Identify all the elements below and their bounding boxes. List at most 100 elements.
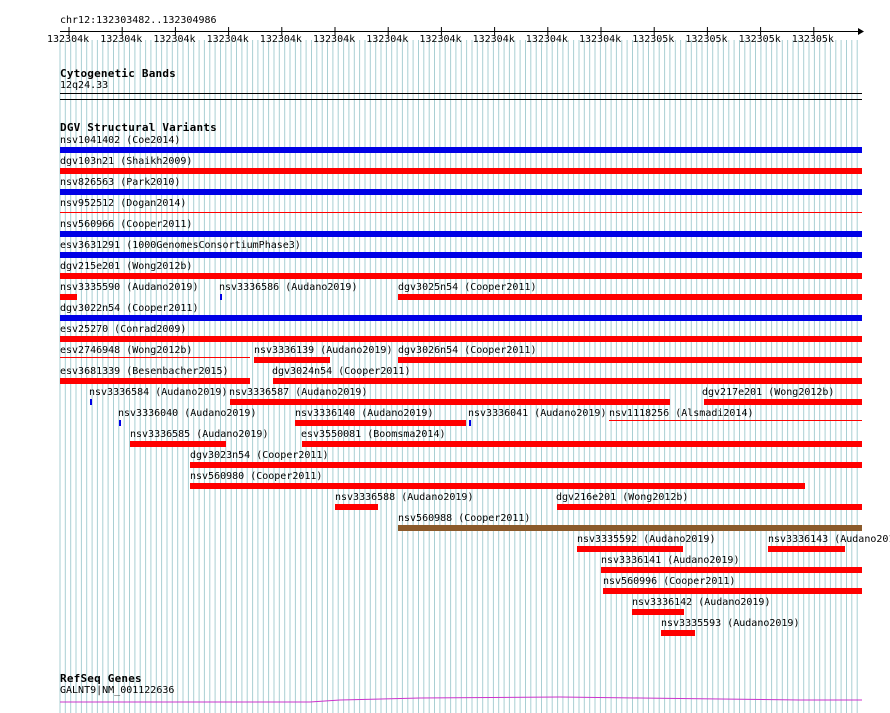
variant-label[interactable]: nsv3336141 (Audano2019): [601, 555, 740, 566]
variant-bar[interactable]: [60, 357, 250, 358]
variant-label[interactable]: nsv3336143 (Audano2019): [768, 534, 890, 545]
ruler-tick-label: 132305k: [791, 34, 834, 45]
variant-bar[interactable]: [302, 441, 862, 447]
variant-label[interactable]: nsv1041402 (Coe2014): [60, 135, 181, 146]
variant-bar[interactable]: [335, 504, 378, 510]
refseq-gene-label[interactable]: GALNT9|NM_001122636: [60, 685, 175, 696]
variant-bar[interactable]: [609, 420, 862, 421]
variant-label[interactable]: nsv3336588 (Audano2019): [335, 492, 474, 503]
variant-label[interactable]: nsv560980 (Cooper2011): [190, 471, 323, 482]
variant-label[interactable]: dgv216e201 (Wong2012b): [556, 492, 689, 503]
variant-label[interactable]: nsv3336140 (Audano2019): [295, 408, 434, 419]
variant-label[interactable]: nsv826563 (Park2010): [60, 177, 181, 188]
ruler-tick-label: 132304k: [525, 34, 568, 45]
variant-bar[interactable]: [273, 378, 862, 384]
variant-label[interactable]: nsv3336584 (Audano2019): [89, 387, 228, 398]
variant-bar[interactable]: [60, 168, 862, 174]
refseq-gene-line[interactable]: [0, 694, 890, 708]
variant-label[interactable]: nsv3335590 (Audano2019): [60, 282, 199, 293]
variant-bar[interactable]: [220, 294, 222, 300]
variant-label[interactable]: esv3681339 (Besenbacher2015): [60, 366, 229, 377]
variant-bar[interactable]: [295, 420, 466, 426]
ruler-tick-label: 132304k: [100, 34, 143, 45]
ruler-tick-label: 132304k: [206, 34, 249, 45]
variant-label[interactable]: nsv3336139 (Audano2019): [254, 345, 393, 356]
ruler-tick-label: 132305k: [738, 34, 781, 45]
variant-bar[interactable]: [398, 357, 862, 363]
variant-label[interactable]: nsv3336586 (Audano2019): [219, 282, 358, 293]
variant-bar[interactable]: [603, 588, 862, 594]
cytoband-label[interactable]: 12q24.33: [60, 80, 109, 91]
ruler-axis: [60, 27, 864, 36]
variant-label[interactable]: nsv3335593 (Audano2019): [661, 618, 800, 629]
variant-label[interactable]: nsv3336587 (Audano2019): [229, 387, 368, 398]
variant-bar[interactable]: [60, 315, 862, 321]
ruler-tick-label: 132304k: [47, 34, 90, 45]
variant-bar[interactable]: [60, 378, 250, 384]
variant-label[interactable]: esv3550081 (Boomsma2014): [301, 429, 446, 440]
variant-bar[interactable]: [661, 630, 695, 636]
variant-label[interactable]: nsv952512 (Dogan2014): [60, 198, 187, 209]
arrow-right-icon: [858, 28, 864, 35]
variant-bar[interactable]: [60, 252, 862, 258]
variant-bar[interactable]: [60, 336, 862, 342]
variant-bar[interactable]: [469, 420, 471, 426]
ruler-tick-label: 132304k: [366, 34, 409, 45]
variant-label[interactable]: nsv3336041 (Audano2019): [468, 408, 607, 419]
ruler-tick-label: 132304k: [579, 34, 622, 45]
variant-label[interactable]: nsv3336040 (Audano2019): [118, 408, 257, 419]
ruler-tick-label: 132304k: [259, 34, 302, 45]
variant-bar[interactable]: [398, 294, 862, 300]
variant-label[interactable]: dgv215e201 (Wong2012b): [60, 261, 193, 272]
variant-bar[interactable]: [230, 399, 670, 405]
dgv-track-title: DGV Structural Variants: [60, 121, 217, 134]
variant-label[interactable]: esv2746948 (Wong2012b): [60, 345, 193, 356]
variant-label[interactable]: dgv3024n54 (Cooper2011): [272, 366, 411, 377]
variant-label[interactable]: nsv3336585 (Audano2019): [130, 429, 269, 440]
variant-label[interactable]: dgv3026n54 (Cooper2011): [398, 345, 537, 356]
variant-label[interactable]: nsv560988 (Cooper2011): [398, 513, 531, 524]
variant-bar[interactable]: [60, 231, 862, 237]
variant-bar[interactable]: [601, 567, 862, 573]
variant-bar[interactable]: [704, 399, 862, 405]
variant-label[interactable]: dgv3022n54 (Cooper2011): [60, 303, 199, 314]
variant-label[interactable]: nsv3336142 (Audano2019): [632, 597, 771, 608]
cytoband-band-line: [60, 99, 862, 100]
variant-bar[interactable]: [577, 546, 683, 552]
ruler-tick-label: 132305k: [632, 34, 675, 45]
variant-bar[interactable]: [557, 504, 862, 510]
variant-label[interactable]: nsv1118256 (Alsmadi2014): [609, 408, 754, 419]
variant-bar[interactable]: [632, 609, 684, 615]
variant-label[interactable]: esv25270 (Conrad2009): [60, 324, 187, 335]
variant-bar[interactable]: [60, 212, 862, 213]
location-label: chr12:132303482..132304986: [60, 15, 217, 26]
variant-label[interactable]: dgv3025n54 (Cooper2011): [398, 282, 537, 293]
variant-bar[interactable]: [768, 546, 845, 552]
refseq-track-title: RefSeq Genes: [60, 672, 142, 685]
variant-bar[interactable]: [254, 357, 330, 363]
variant-label[interactable]: dgv217e201 (Wong2012b): [702, 387, 835, 398]
variant-label[interactable]: nsv560996 (Cooper2011): [603, 576, 736, 587]
variant-label[interactable]: nsv3335592 (Audano2019): [577, 534, 716, 545]
ruler-tick-label: 132304k: [419, 34, 462, 45]
variant-bar[interactable]: [60, 189, 862, 195]
variant-label[interactable]: nsv560966 (Cooper2011): [60, 219, 193, 230]
cytoband-track-title: Cytogenetic Bands: [60, 67, 176, 80]
variant-bar[interactable]: [119, 420, 121, 426]
ruler-tick-label: 132305k: [685, 34, 728, 45]
variant-bar[interactable]: [190, 462, 862, 468]
variant-bar[interactable]: [60, 147, 862, 153]
ruler-tick-label: 132304k: [153, 34, 196, 45]
variant-bar[interactable]: [398, 525, 862, 531]
variant-bar[interactable]: [130, 441, 226, 447]
cytoband-band-line: [60, 93, 862, 94]
ruler-tick-label: 132304k: [472, 34, 515, 45]
variant-bar[interactable]: [60, 294, 77, 300]
variant-label[interactable]: esv3631291 (1000GenomesConsortiumPhase3): [60, 240, 301, 251]
variant-bar[interactable]: [90, 399, 92, 405]
variant-bar[interactable]: [190, 483, 805, 489]
variant-bar[interactable]: [60, 273, 862, 279]
variant-label[interactable]: dgv103n21 (Shaikh2009): [60, 156, 193, 167]
variant-label[interactable]: dgv3023n54 (Cooper2011): [190, 450, 329, 461]
